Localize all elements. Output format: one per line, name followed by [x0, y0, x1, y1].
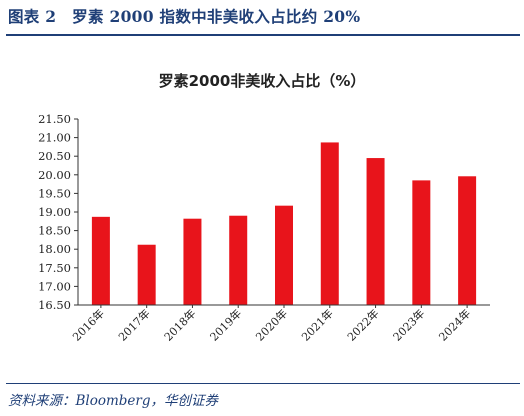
y-tick-label: 18.00: [38, 242, 71, 256]
x-tick-label: 2022年: [344, 306, 381, 343]
bar-2020年: [275, 205, 293, 305]
y-tick-label: 20.50: [38, 149, 71, 163]
x-tick-label: 2018年: [161, 306, 198, 343]
y-tick-label: 21.50: [38, 112, 71, 126]
title-divider: [6, 34, 520, 36]
source-note: 资料来源：Bloomberg，华创证券: [8, 393, 219, 409]
source-divider: [6, 383, 520, 384]
bar-2022年: [366, 158, 385, 305]
x-tick-label: 2019年: [207, 306, 244, 343]
bar-2024年: [458, 176, 477, 305]
y-tick-label: 18.50: [38, 224, 71, 238]
bar-2016年: [91, 216, 110, 305]
y-tick-label: 21.00: [38, 131, 71, 145]
y-tick-label: 19.00: [38, 205, 71, 219]
bars: [91, 142, 477, 305]
chart-title: 罗素2000非美收入占比（%）: [159, 72, 366, 90]
y-tick-label: 16.50: [38, 298, 71, 312]
bar-2021年: [320, 142, 339, 305]
y-tick-label: 17.00: [38, 279, 71, 293]
x-tick-label: 2016年: [70, 306, 107, 343]
bar-2018年: [183, 218, 202, 305]
x-tick-label: 2024年: [436, 306, 473, 343]
bar-2019年: [229, 215, 248, 305]
x-tick-label: 2021年: [298, 306, 335, 343]
y-tick-label: 20.00: [38, 168, 71, 182]
x-tick-label: 2023年: [390, 306, 427, 343]
x-tick-label: 2017年: [115, 306, 152, 343]
y-tick-label: 17.50: [38, 261, 71, 275]
bar-2017年: [137, 244, 156, 305]
bar-chart: 罗素2000非美收入占比（%） 16.50 17.00 17.50 18.00 18.5…: [38, 72, 490, 344]
y-axis-ticks: 16.50 17.00 17.50 18.00 18.50 19.00 19.50 20.00…: [38, 112, 78, 312]
x-axis-labels: 2016年 2017年 2018年 2019年 2020年 2021年 2022年 2023年…: [70, 305, 473, 344]
figure-title: 图表 2 罗素 2000 指数中非美收入占比约 20%: [8, 7, 361, 26]
y-tick-label: 19.50: [38, 186, 71, 200]
x-tick-label: 2020年: [253, 306, 290, 343]
bar-2023年: [412, 180, 431, 305]
